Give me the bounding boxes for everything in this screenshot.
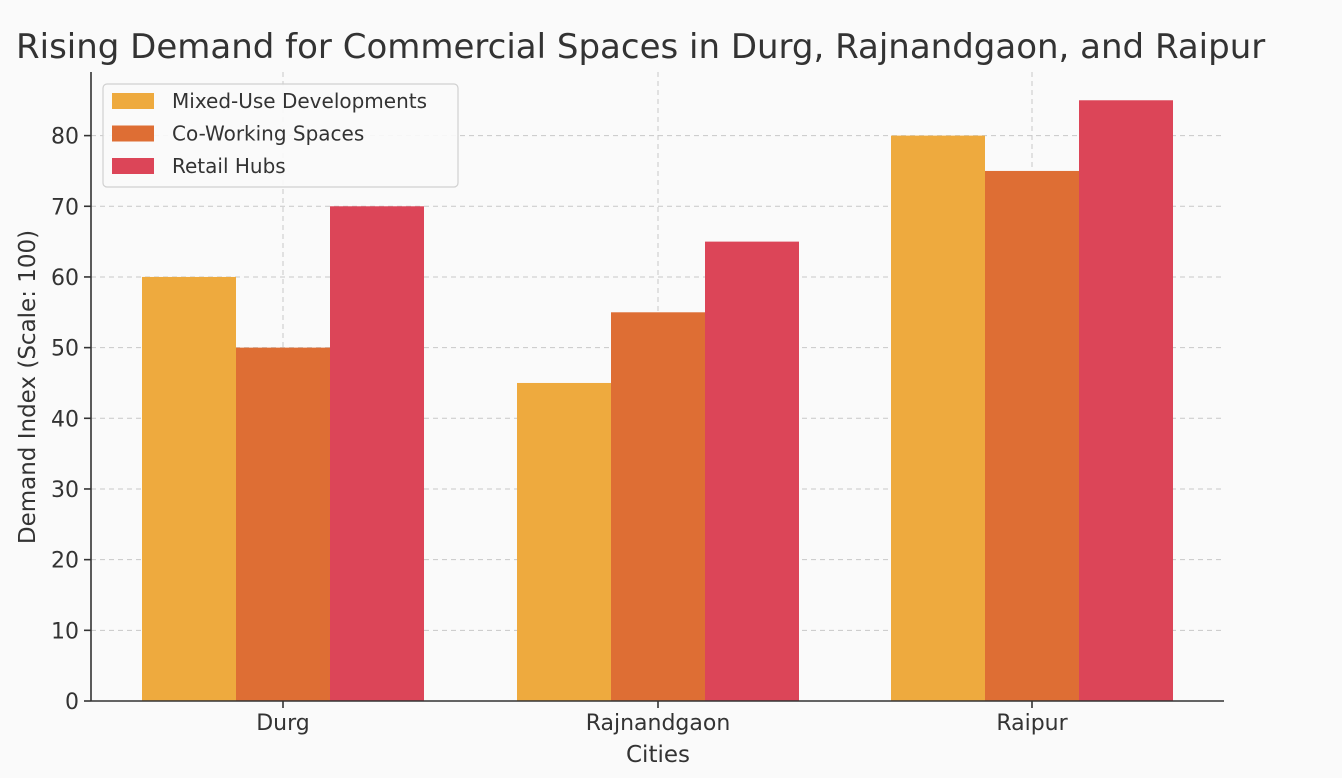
bar-co-working-spaces-raipur	[985, 170, 1079, 701]
axes	[84, 72, 1224, 708]
legend-label: Mixed-Use Developments	[172, 89, 427, 113]
bar-co-working-spaces-rajnandgaon	[611, 312, 705, 701]
legend-label: Retail Hubs	[172, 154, 286, 178]
y-tick-label: 70	[51, 195, 79, 220]
legend-swatch	[112, 158, 154, 174]
x-tick-label: Durg	[256, 711, 310, 736]
x-tick-label: Rajnandgaon	[586, 711, 731, 736]
chart-title: Rising Demand for Commercial Spaces in D…	[16, 27, 1265, 67]
y-tick-label: 30	[51, 478, 79, 503]
bar-retail-hubs-raipur	[1079, 100, 1173, 702]
bar-mixed-use-developments-durg	[142, 276, 236, 701]
legend: Mixed-Use Developments Co-Working Spaces R…	[102, 83, 459, 188]
bar-mixed-use-developments-raipur	[891, 135, 985, 701]
y-tick-label: 0	[65, 690, 79, 715]
y-tick-label: 60	[51, 266, 79, 291]
legend-frame	[102, 83, 459, 188]
y-tick-label: 50	[51, 337, 79, 362]
bars	[142, 100, 1173, 702]
y-tick-label: 40	[51, 407, 79, 432]
x-axis-label: Cities	[626, 742, 690, 768]
legend-swatch	[112, 93, 154, 109]
legend-label: Co-Working Spaces	[172, 122, 364, 146]
bar-retail-hubs-rajnandgaon	[705, 241, 799, 701]
tick-labels: 0 10 20 30 40 50 60 70 80 Durg Rajnandgaon Raipur	[51, 125, 1069, 736]
y-tick-label: 10	[51, 619, 79, 644]
bar-co-working-spaces-durg	[236, 347, 330, 701]
legend-swatch	[112, 125, 154, 142]
x-tick-label: Raipur	[996, 711, 1068, 736]
y-tick-label: 80	[51, 125, 79, 150]
y-axis-label: Demand Index (Scale: 100)	[15, 230, 41, 544]
bar-retail-hubs-durg	[330, 206, 424, 702]
y-tick-label: 20	[51, 549, 79, 574]
bar-mixed-use-developments-rajnandgaon	[517, 382, 611, 701]
